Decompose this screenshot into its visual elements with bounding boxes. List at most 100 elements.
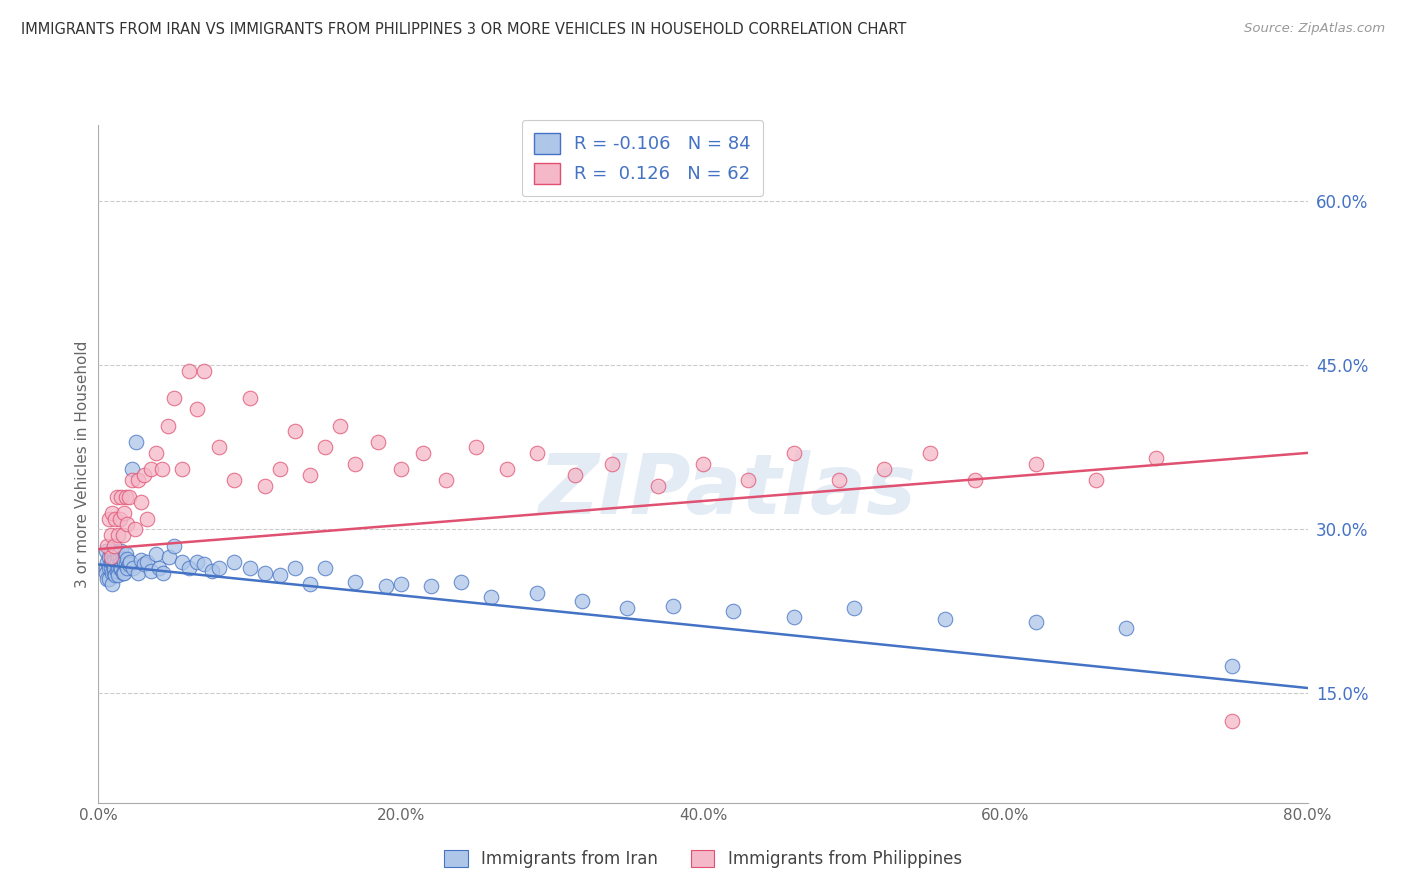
Point [208,441,231,455]
Point [124,523,146,537]
Point [828,473,851,487]
Point [101,577,124,591]
Point [101,506,124,520]
Point [495,462,517,476]
Point [135,555,157,569]
Point [481,591,503,605]
Point [179,560,201,574]
Point [284,560,307,574]
Text: IMMIGRANTS FROM IRAN VS IMMIGRANTS FROM PHILIPPINES 3 OR MORE VEHICLES IN HOUSEH: IMMIGRANTS FROM IRAN VS IMMIGRANTS FROM … [21,22,907,37]
Point [103,544,125,558]
Point [1220,714,1243,728]
Point [121,473,143,487]
Point [115,516,138,531]
Point [105,547,128,561]
Point [389,462,412,476]
Point [104,553,127,567]
Point [564,467,586,482]
Point [844,601,866,615]
Point [100,544,122,558]
Point [193,364,215,378]
Point [129,553,152,567]
Point [110,544,132,558]
Point [94,544,117,558]
Point [344,457,367,471]
Point [101,566,124,581]
Point [115,560,138,574]
Point [112,506,135,520]
Point [329,418,352,433]
Point [118,490,141,504]
Legend: R = -0.106   N = 84, R =  0.126   N = 62: R = -0.106 N = 84, R = 0.126 N = 62 [522,120,763,196]
Point [224,473,246,487]
Point [110,560,132,574]
Point [723,604,745,618]
Point [94,566,117,581]
Point [186,555,208,569]
Point [103,560,125,574]
Point [239,391,262,405]
Point [201,564,224,578]
Point [918,446,941,460]
Point [105,490,128,504]
Point [132,558,155,572]
Point [179,364,201,378]
Legend: Immigrants from Iran, Immigrants from Philippines: Immigrants from Iran, Immigrants from Ph… [437,843,969,875]
Point [145,547,167,561]
Point [120,555,142,569]
Point [269,568,291,582]
Point [253,479,276,493]
Text: ZIPatlas: ZIPatlas [538,450,917,532]
Point [571,593,593,607]
Point [114,558,136,572]
Point [107,528,129,542]
Point [1024,457,1046,471]
Point [105,555,128,569]
Point [107,560,129,574]
Point [1220,659,1243,673]
Point [253,566,276,581]
Point [103,549,125,564]
Point [150,462,173,476]
Point [783,610,806,624]
Point [104,511,127,525]
Point [100,555,122,569]
Point [122,560,145,574]
Point [159,549,181,564]
Point [114,547,136,561]
Point [284,424,307,438]
Point [374,579,396,593]
Y-axis label: 3 or more Vehicles in Household: 3 or more Vehicles in Household [75,340,90,588]
Point [111,552,134,566]
Point [132,467,155,482]
Point [100,528,122,542]
Point [135,511,157,525]
Point [101,555,124,569]
Point [170,555,193,569]
Point [98,549,121,564]
Point [1024,615,1046,630]
Point [269,462,291,476]
Point [111,528,134,542]
Point [96,539,118,553]
Point [344,574,367,589]
Point [450,574,472,589]
Point [389,577,412,591]
Point [145,446,167,460]
Point [412,446,434,460]
Point [114,490,136,504]
Point [526,446,548,460]
Point [141,462,163,476]
Point [104,568,127,582]
Point [647,479,669,493]
Point [692,457,714,471]
Point [108,549,131,564]
Point [965,473,987,487]
Point [115,552,138,566]
Point [111,566,134,581]
Point [96,572,118,586]
Point [314,441,336,455]
Point [163,391,186,405]
Point [125,434,148,449]
Point [873,462,896,476]
